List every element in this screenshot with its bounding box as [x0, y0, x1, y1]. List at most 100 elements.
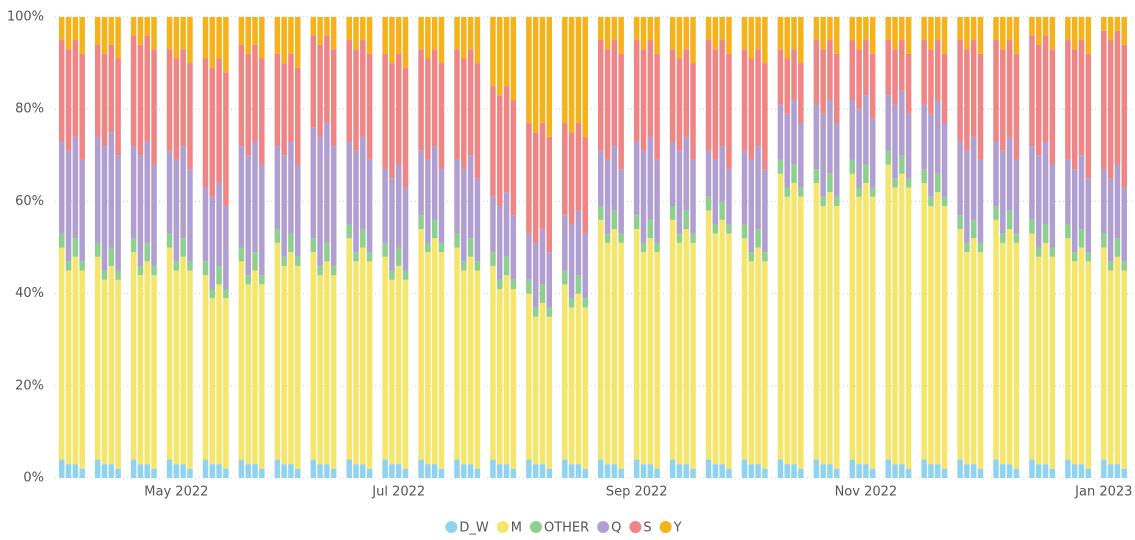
- bar-segment: [115, 58, 121, 156]
- bar-segment: [1065, 459, 1071, 478]
- bar-segment: [532, 464, 539, 478]
- bar-segment: [654, 17, 660, 54]
- bar-segment: [187, 17, 193, 64]
- bar-segment: [274, 229, 281, 243]
- bar-segment: [431, 146, 438, 220]
- bar-segment: [490, 459, 496, 478]
- bar-segment: [964, 242, 970, 253]
- bar-segment: [310, 127, 317, 239]
- bar-segment: [993, 219, 999, 460]
- bar-segment: [827, 173, 833, 193]
- bar-segment: [288, 141, 294, 234]
- bar-segment: [353, 252, 359, 262]
- bar-segment: [827, 17, 833, 41]
- legend-label: M: [511, 521, 522, 536]
- bar-segment: [977, 252, 984, 469]
- bar-segment: [389, 178, 395, 271]
- bar-segment: [490, 17, 496, 87]
- bar-segment: [798, 468, 804, 478]
- bar-segment: [324, 242, 330, 262]
- bar-segment: [921, 17, 927, 41]
- bar-segment: [863, 40, 869, 96]
- bar-segment: [741, 238, 748, 460]
- bar-segment: [396, 265, 402, 465]
- bar-segment: [755, 247, 761, 465]
- bar-segment: [611, 17, 618, 41]
- bar-segment: [618, 53, 624, 170]
- bar-segment: [532, 17, 539, 133]
- bar-segment: [748, 464, 755, 478]
- bar-segment: [137, 155, 144, 266]
- bar-segment: [598, 40, 604, 151]
- bar-segment: [755, 17, 761, 50]
- bar-segment: [1107, 40, 1114, 179]
- bar-segment: [582, 136, 588, 234]
- bar-segment: [1065, 224, 1071, 239]
- bar-segment: [59, 247, 65, 460]
- bar-segment: [65, 270, 72, 465]
- bar-segment: [94, 459, 101, 478]
- bar-segment: [1101, 30, 1107, 170]
- bar-segment: [65, 261, 72, 271]
- bar-segment: [180, 238, 186, 257]
- bar-segment: [288, 233, 294, 253]
- legend-label: Y: [673, 521, 682, 536]
- bar-segment: [1036, 17, 1042, 45]
- bar-segment: [454, 459, 460, 478]
- bar-segment: [546, 17, 553, 137]
- bar-segment: [748, 159, 755, 253]
- bar-segment: [288, 53, 294, 142]
- bar-segment: [137, 275, 144, 465]
- bar-segment: [1101, 233, 1107, 248]
- bar-segment: [454, 233, 460, 248]
- bar-segment: [418, 229, 424, 460]
- bar-segment: [755, 229, 761, 248]
- bar-segment: [1036, 256, 1042, 465]
- bar-segment: [640, 49, 647, 151]
- bar-segment: [1071, 17, 1078, 50]
- bar-segment: [209, 17, 216, 68]
- bar-segment: [1049, 164, 1056, 248]
- bar-segment: [1107, 270, 1114, 465]
- bar-segment: [295, 256, 301, 266]
- bar-segment: [166, 17, 173, 50]
- bar-segment: [259, 468, 265, 478]
- bar-segment: [431, 17, 438, 50]
- bar-segment: [892, 17, 898, 50]
- bar-segment: [115, 17, 121, 59]
- bar-segment: [762, 17, 768, 64]
- bar-segment: [324, 17, 330, 36]
- bar-segment: [526, 293, 532, 460]
- bar-segment: [108, 132, 115, 248]
- bar-segment: [568, 17, 575, 133]
- bar-segment: [690, 63, 696, 160]
- bar-segment: [892, 104, 898, 179]
- bar-segment: [970, 136, 977, 220]
- bar-segment: [618, 242, 624, 469]
- bar-segment: [598, 150, 604, 207]
- bar-segment: [777, 104, 784, 160]
- bar-segment: [418, 215, 424, 230]
- x-tick-label: Sep 2022: [606, 485, 668, 500]
- bar-segment: [209, 298, 216, 465]
- bar-segment: [598, 17, 604, 41]
- bar-segment: [1078, 247, 1085, 465]
- bar-segment: [885, 150, 891, 165]
- bar-segment: [288, 17, 294, 54]
- bar-segment: [669, 206, 676, 220]
- bar-segment: [640, 242, 647, 253]
- bar-segment: [1107, 17, 1114, 41]
- bar-segment: [712, 233, 719, 465]
- bar-segment: [130, 459, 137, 478]
- bar-segment: [151, 17, 157, 50]
- bar-segment: [712, 17, 719, 50]
- bar-segment: [575, 275, 582, 294]
- bar-segment: [94, 17, 101, 45]
- bar-segment: [568, 132, 575, 225]
- bar-segment: [317, 44, 323, 137]
- bar-segment: [633, 459, 640, 478]
- bar-segment: [1114, 464, 1121, 478]
- bar-segment: [59, 459, 65, 478]
- bar-segment: [497, 288, 503, 465]
- bar-segment: [834, 196, 840, 207]
